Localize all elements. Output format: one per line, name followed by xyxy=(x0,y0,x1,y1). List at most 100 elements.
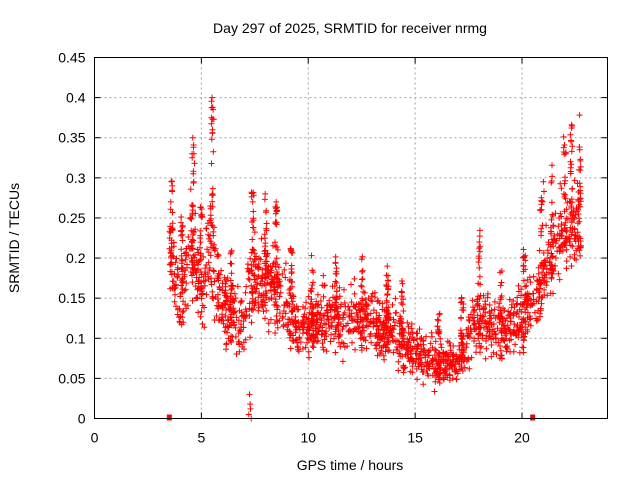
data-point xyxy=(309,282,316,289)
data-point xyxy=(189,203,196,210)
data-point xyxy=(434,316,441,323)
data-point xyxy=(449,352,456,359)
data-point xyxy=(313,298,320,305)
data-point xyxy=(287,345,294,352)
data-point xyxy=(265,328,272,335)
data-point xyxy=(227,304,234,310)
data-point xyxy=(483,335,490,342)
data-point xyxy=(550,290,556,297)
boundary-marks xyxy=(166,414,536,421)
data-point xyxy=(228,270,235,277)
data-point xyxy=(228,290,234,297)
data-point xyxy=(425,352,432,359)
data-point xyxy=(510,298,517,304)
data-point xyxy=(420,381,427,388)
data-point xyxy=(263,290,270,297)
data-point xyxy=(261,196,268,203)
data-point xyxy=(549,211,556,218)
data-point xyxy=(563,265,570,272)
data-point xyxy=(197,313,204,320)
data-point xyxy=(398,331,405,338)
data-point xyxy=(282,302,289,308)
data-point xyxy=(336,293,343,300)
data-point xyxy=(210,148,217,155)
data-point xyxy=(400,308,407,314)
data-point xyxy=(332,253,339,260)
x-tick-label: 10 xyxy=(300,430,316,446)
data-point xyxy=(210,106,217,113)
data-point xyxy=(168,271,175,278)
data-point xyxy=(207,205,214,212)
data-point xyxy=(362,296,369,303)
data-point xyxy=(324,316,331,323)
data-point xyxy=(346,307,353,314)
data-point xyxy=(385,285,392,292)
data-point xyxy=(296,326,303,333)
data-point xyxy=(568,125,575,131)
data-point xyxy=(530,290,537,297)
data-point xyxy=(435,358,442,365)
data-point xyxy=(576,112,583,119)
data-point xyxy=(475,330,482,337)
data-point xyxy=(308,285,315,292)
data-point xyxy=(185,234,192,240)
data-point xyxy=(167,206,174,213)
data-point xyxy=(169,188,176,195)
data-point xyxy=(315,337,322,344)
data-point xyxy=(434,323,441,330)
data-point xyxy=(548,199,555,206)
data-point xyxy=(575,211,582,218)
data-point xyxy=(527,302,534,309)
data-point xyxy=(416,326,423,333)
data-point xyxy=(515,288,522,295)
data-point xyxy=(558,185,565,192)
data-point xyxy=(476,316,483,323)
data-point xyxy=(398,344,405,351)
data-point xyxy=(385,334,392,341)
data-point xyxy=(240,318,247,325)
data-point xyxy=(218,267,225,274)
data-point xyxy=(323,321,329,328)
data-point xyxy=(507,311,514,318)
axis-ticks: 0 0.05 0.1 0.15 0.2 0.25 0.3 0.35 0.4 0.45 0 5 10 15 2… xyxy=(58,50,608,446)
data-point xyxy=(247,334,253,341)
data-point xyxy=(205,276,212,283)
data-point xyxy=(569,185,576,192)
data-point xyxy=(475,293,482,300)
data-point xyxy=(173,255,180,262)
data-point xyxy=(203,262,210,268)
data-point xyxy=(520,301,527,308)
data-point xyxy=(490,349,497,356)
data-point xyxy=(247,401,254,408)
data-point xyxy=(497,282,504,289)
data-point xyxy=(209,126,216,133)
data-point xyxy=(523,304,530,311)
data-point xyxy=(546,269,552,276)
data-point xyxy=(359,276,365,283)
data-point xyxy=(216,286,223,293)
data-point xyxy=(169,209,176,216)
data-point xyxy=(470,304,476,311)
data-point xyxy=(231,308,238,315)
data-point xyxy=(375,297,382,304)
data-point xyxy=(476,245,482,252)
data-point xyxy=(286,303,293,310)
data-point xyxy=(361,289,368,296)
data-point xyxy=(437,341,444,348)
data-point xyxy=(348,299,355,306)
data-point xyxy=(556,247,563,254)
data-point xyxy=(187,186,194,193)
data-point xyxy=(210,116,217,123)
data-point xyxy=(412,350,419,357)
data-point xyxy=(497,316,504,323)
data-point xyxy=(476,264,483,271)
data-point xyxy=(549,162,555,169)
data-point xyxy=(219,317,226,324)
data-point xyxy=(273,198,280,205)
data-point xyxy=(243,283,250,290)
data-point xyxy=(238,324,245,330)
data-point xyxy=(301,311,308,318)
data-point xyxy=(225,324,232,331)
data-point xyxy=(512,341,519,348)
data-point xyxy=(359,268,365,275)
